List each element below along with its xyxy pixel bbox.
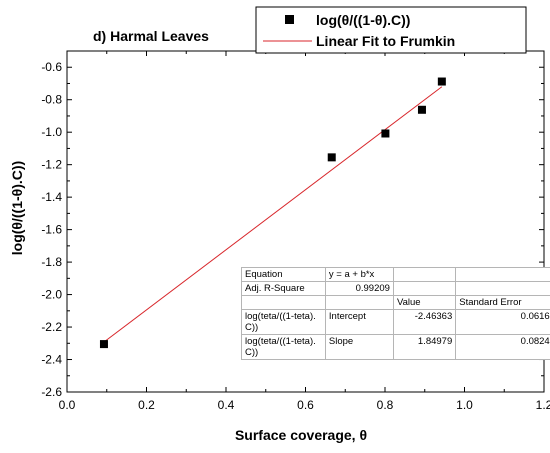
x-tick-label: 0.0 (59, 398, 76, 412)
table-cell: Standard Error (455, 295, 550, 310)
table-row: Equation y = a + b*x (241, 267, 550, 282)
data-point (417, 105, 426, 114)
table-cell: 0.06165 (455, 309, 550, 335)
x-tick-label: 1.2 (536, 398, 550, 412)
table-cell: log(teta/((1-teta). C)) (241, 334, 326, 360)
legend-box (255, 6, 527, 54)
x-tick-label: 0.8 (377, 398, 394, 412)
table-cell: Intercept (324, 309, 394, 335)
table-row: log(teta/((1-teta). C)) Intercept -2.4636… (241, 309, 550, 335)
table-cell: Slope (324, 334, 394, 360)
legend-square-marker (285, 15, 294, 24)
data-point (437, 77, 446, 86)
table-cell: Value (392, 295, 457, 310)
y-tick-label: -2.2 (41, 320, 62, 334)
table-cell: 0.99209 (324, 281, 394, 296)
x-tick-label: 0.6 (297, 398, 314, 412)
table-row: Adj. R-Square 0.99209 (241, 281, 550, 296)
legend-label-points: log(θ/((1-θ).C)) (316, 12, 410, 28)
table-cell (324, 295, 394, 310)
x-tick-label: 1.0 (456, 398, 473, 412)
data-marks (99, 77, 446, 349)
legend-label-fit: Linear Fit to Frumkin (316, 33, 455, 49)
y-tick-label: -1.8 (41, 255, 62, 269)
table-cell (455, 281, 550, 296)
data-point (381, 129, 390, 138)
table-cell (455, 267, 550, 282)
table-cell: Adj. R-Square (241, 281, 326, 296)
legend: log(θ/((1-θ).C)) Linear Fit to Frumkin (255, 6, 527, 54)
table-cell: -2.46363 (392, 309, 457, 335)
table-cell: Equation (241, 267, 326, 282)
x-tick-label: 0.2 (138, 398, 155, 412)
table-cell (392, 281, 457, 296)
table-cell (241, 295, 326, 310)
y-tick-label: -2.4 (41, 353, 62, 367)
fit-line (103, 86, 443, 343)
table-cell: 1.84979 (392, 334, 457, 360)
table-row: Value Standard Error (241, 295, 550, 310)
x-axis-label: Surface coverage, θ (235, 427, 367, 443)
data-point (327, 153, 336, 162)
y-tick-label: -1.6 (41, 223, 62, 237)
chart-title: d) Harmal Leaves (93, 28, 209, 44)
table-cell (392, 267, 457, 282)
y-axis-label: log(θ/((1-θ).C)) (9, 161, 25, 255)
tick-labels: 0.0 0.2 0.4 0.6 0.8 1.0 1.2 -0.6 -0.8 -1.0 -1.2 -1.… (41, 60, 550, 412)
y-tick-label: -1.0 (41, 125, 62, 139)
y-tick-label: -1.4 (41, 190, 62, 204)
fit-results-table: Equation y = a + b*x Adj. R-Square 0.992… (241, 267, 550, 360)
y-tick-label: -1.2 (41, 158, 62, 172)
x-tick-label: 0.4 (218, 398, 235, 412)
y-tick-label: -2.0 (41, 288, 62, 302)
table-row: log(teta/((1-teta). C)) Slope 1.84979 0.0… (241, 334, 550, 360)
table-cell: 0.08249 (455, 334, 550, 360)
data-point (99, 340, 108, 349)
table-cell: y = a + b*x (324, 267, 394, 282)
table-cell: log(teta/((1-teta). C)) (241, 309, 326, 335)
y-tick-label: -2.6 (41, 385, 62, 399)
y-tick-label: -0.8 (41, 93, 62, 107)
y-tick-label: -0.6 (41, 60, 62, 74)
